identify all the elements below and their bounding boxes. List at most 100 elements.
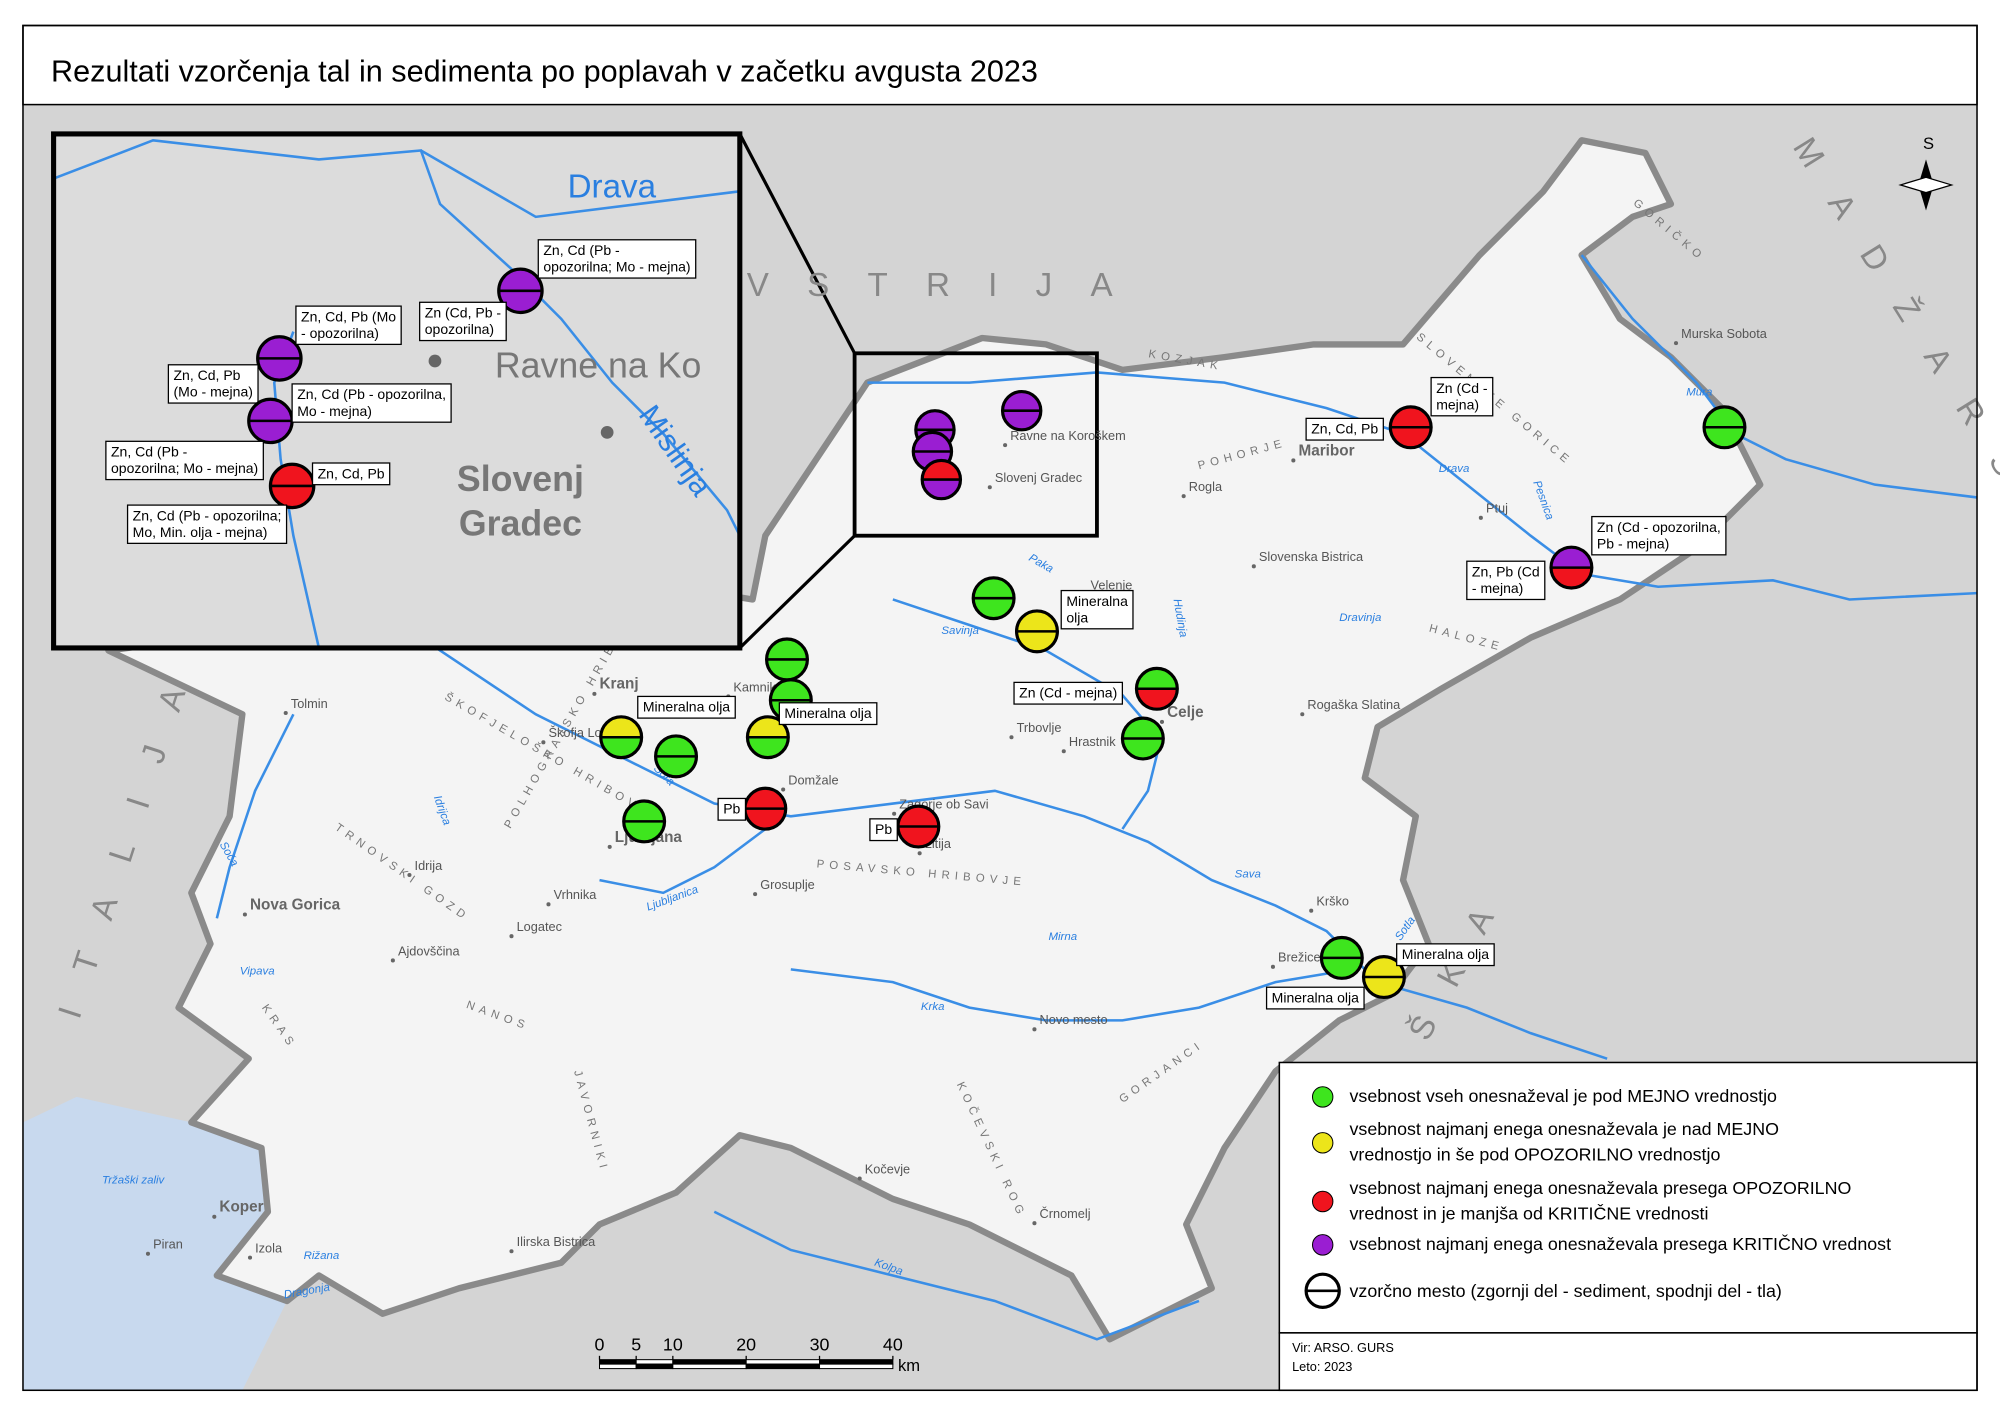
sample-site — [622, 799, 667, 844]
label-text: Zn, Cd (Pb - opozorilna, Mo - mejna) — [297, 386, 446, 419]
river-line — [420, 636, 1608, 1060]
label-line: Zn, Cd, Pb — [173, 367, 240, 383]
city-dot — [390, 958, 395, 963]
label-box — [1466, 560, 1546, 601]
source-text: Leto: 2023 — [1292, 1359, 1352, 1374]
label-line: Pb — [723, 801, 740, 817]
label-line: olja — [1066, 609, 1088, 625]
sample-soil — [600, 737, 642, 758]
sample-sediment — [248, 399, 293, 421]
sample-soil — [1002, 410, 1041, 430]
label-text: Zn, Cd, Pb (Mo - mejna) — [173, 367, 252, 400]
label-line: Zn, Cd (Pb - — [543, 242, 620, 258]
label-line: opozorilna; Mo - mejna) — [543, 259, 690, 275]
sample-site — [1134, 666, 1179, 711]
scale-tick-label: 30 — [810, 1335, 830, 1355]
sample-soil — [747, 737, 789, 758]
scale-tick-label: 10 — [663, 1335, 683, 1355]
label-box — [295, 305, 402, 346]
legend-label: vrednost in je manjša od KRITIČNE vredno… — [1349, 1202, 1708, 1223]
city-label: Kamnik — [733, 679, 776, 694]
sample-label: Zn (Cd -mejna) — [1430, 376, 1494, 417]
label-box — [105, 440, 264, 481]
city-dot — [509, 934, 514, 939]
label-line: Mineralna olja — [784, 705, 871, 721]
sample-site — [247, 397, 294, 445]
sample-sediment — [600, 716, 642, 738]
sample-sediment — [655, 735, 697, 757]
sample-site — [896, 804, 941, 849]
legend-label: vsebnost najmanj enega onesnaževala je n… — [1349, 1119, 1779, 1139]
sample-outline — [622, 799, 667, 844]
scale-unit: km — [898, 1356, 920, 1375]
sample-soil — [1363, 977, 1405, 998]
sample-site — [764, 637, 809, 682]
sample-site — [256, 335, 303, 382]
sample-outline — [971, 576, 1016, 621]
sample-soil — [897, 826, 939, 847]
sample-label: Mineralna olja — [637, 695, 736, 719]
city-label: Murska Sobota — [1681, 326, 1768, 341]
sample-soil — [922, 479, 961, 499]
river-label: Drava — [1439, 463, 1470, 475]
scale-segment — [598, 1359, 637, 1365]
inset-town-label: Gradec — [459, 504, 582, 544]
legend-box — [1278, 1061, 1978, 1334]
sea-label: Tržaški zaliv — [102, 1175, 165, 1187]
scale-segment — [819, 1359, 894, 1365]
city-label: Grosuplje — [760, 877, 815, 892]
legend-swatch — [1311, 1132, 1334, 1154]
label-text: Mineralna olja — [784, 705, 871, 721]
label-text: Mineralna olja — [1066, 593, 1128, 626]
label-box — [311, 462, 391, 486]
sample-label: Zn, Cd (Pb - opozorilna; Mo, Min. olja - … — [126, 504, 288, 544]
city-label: Domžale — [788, 772, 838, 787]
label-line: Mo, Min. olja - mejna) — [133, 524, 268, 540]
label-line: Zn (Cd, Pb - — [425, 305, 502, 321]
city-label: Kranj — [599, 676, 638, 693]
sample-site — [1319, 935, 1364, 980]
title-bar — [22, 24, 1978, 106]
town-dot — [600, 426, 614, 439]
scale-segment — [635, 1359, 674, 1365]
label-line: Zn (Cd - opozorilna, — [1597, 519, 1721, 535]
label-line: - mejna) — [1472, 580, 1523, 596]
sample-sediment — [770, 679, 812, 701]
label-line: Zn (Cd - — [1436, 380, 1488, 396]
label-line: Zn, Cd (Pb - opozorilna, — [297, 386, 446, 402]
legend-label: vrednostjo in še pod OPOZORILNO vrednost… — [1349, 1145, 1720, 1165]
city-dot — [242, 912, 247, 917]
city-dot — [917, 851, 922, 856]
city-dot — [1309, 908, 1314, 913]
label-line: - opozorilna) — [301, 325, 379, 341]
river-label: Sava — [1235, 869, 1261, 881]
sample-label: Mineralna olja — [778, 702, 878, 726]
city-dot — [892, 811, 897, 816]
sample-site — [497, 267, 544, 315]
legend-label: vzorčno mesto (zgornji del - sediment, s… — [1349, 1281, 1781, 1301]
label-line: mejna) — [1436, 396, 1479, 412]
sample-label: Zn (Cd - mejna) — [1013, 681, 1124, 705]
city-dot — [145, 1251, 151, 1256]
label-text: Zn (Cd - mejna) — [1019, 685, 1117, 701]
sample-sediment — [1136, 668, 1178, 689]
sample-outline — [268, 462, 316, 510]
label-text: Zn, Cd, Pb (Mo - opozorilna) — [301, 308, 396, 341]
label-line: Zn, Cd, Pb — [318, 465, 385, 481]
sample-soil — [1122, 738, 1164, 759]
label-line: opozorilna; Mo - mejna) — [111, 460, 258, 476]
sample-sediment — [922, 460, 961, 480]
sample-soil — [655, 756, 697, 777]
city-dot — [592, 691, 597, 696]
label-line: Zn, Cd, Pb — [1311, 421, 1378, 437]
legend-label: vsebnost najmanj enega onesnaževala pres… — [1349, 1233, 1891, 1254]
city-dot — [1061, 749, 1066, 754]
city-label: Rogaška Slatina — [1307, 697, 1401, 712]
city-dot — [1003, 443, 1008, 448]
city-dot — [407, 872, 412, 878]
sample-site — [1702, 405, 1747, 450]
sample-sediment — [623, 801, 665, 822]
sample-label: Mineralna olja — [1060, 589, 1134, 630]
sample-outline — [1361, 955, 1406, 1000]
